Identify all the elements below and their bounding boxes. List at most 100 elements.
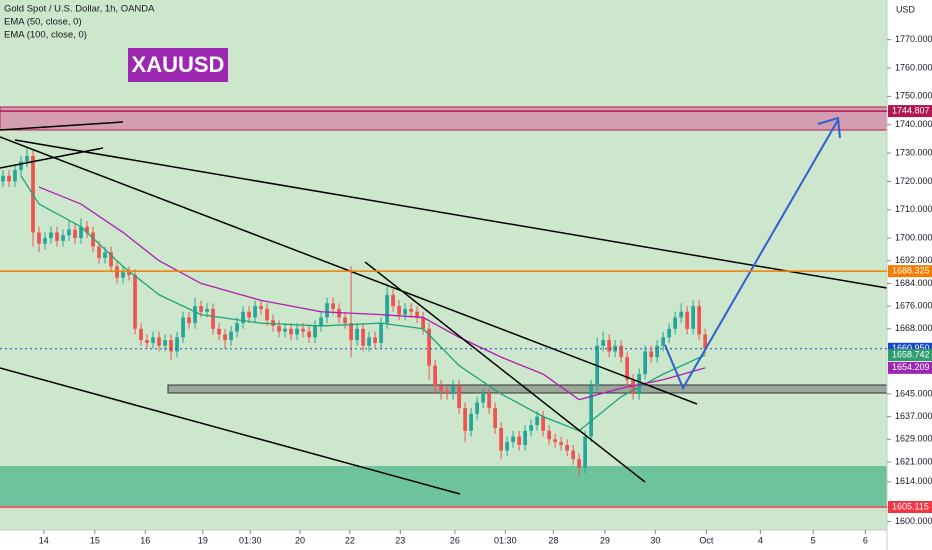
price-label-box [888,361,932,374]
candle-body [439,385,443,392]
candle-body [403,308,407,315]
candle-body [433,365,437,386]
price-label: 1688.325 [892,266,930,276]
x-tick-label: 5 [811,535,816,545]
candle-body [511,436,515,443]
candle-body [565,444,569,451]
candle-body [523,430,527,445]
candle-body [145,340,149,343]
candle-body [283,328,287,332]
candle-body [487,393,491,409]
candle-body [697,306,702,335]
y-tick-label: 1760.000 [895,62,932,72]
candle-body [193,306,197,324]
candle-body [421,317,425,329]
candle-body [157,337,161,346]
candle-body [241,311,245,324]
candle-body [619,345,624,358]
candle-body [601,340,605,346]
x-tick-label: 26 [450,535,460,545]
candle-body [661,337,666,346]
trendline [0,367,461,495]
candle-body [85,226,89,233]
plot-background [0,0,887,530]
candle-body [475,402,479,414]
candle-body [7,175,11,182]
candle-body [469,413,473,431]
x-tick-label: 20 [295,535,305,545]
candle-body [373,337,377,343]
x-tick-label: 22 [345,535,355,545]
candle-body [451,385,455,394]
candle-body [481,393,485,403]
candle-body [583,436,587,468]
candle-body [355,328,359,341]
candle-body [97,246,101,258]
symbol-title: XAUUSD [132,52,225,77]
candle-body [607,340,611,352]
candle-body [211,308,215,329]
legend-entry: Gold Spot / U.S. Dollar, 1h, OANDA [4,4,155,15]
candle-body [277,325,281,332]
candle-body [655,345,660,358]
candle-body [169,340,173,352]
candle-body [217,328,221,335]
candle-body [427,328,431,366]
candle-body [133,274,137,329]
y-tick-label: 1692.000 [895,255,932,265]
candle-body [61,235,65,241]
candle-body [499,427,503,451]
candle-body [49,232,53,239]
candle-body [703,334,708,349]
ema-line [20,175,706,432]
y-tick-label: 1645.000 [895,388,932,398]
candle-body [127,272,131,275]
candle-body [181,317,185,338]
candle-body [397,306,401,315]
price-label: 1654.209 [892,362,930,372]
price-label-box [888,105,932,118]
x-tick-label: 14 [39,535,49,545]
candle-body [139,328,143,341]
candle-body [67,229,71,236]
candle-body [547,430,551,440]
x-tick-label: 29 [600,535,610,545]
x-tick-label: 16 [140,535,150,545]
projection-arrow [664,116,841,391]
candle-body [331,303,335,309]
y-tick-label: 1750.000 [895,91,932,101]
price-label: 1658.742 [892,349,930,359]
candle-body [679,311,684,318]
candle-body [517,436,521,445]
candle-body [91,232,95,247]
candle-body [391,294,395,307]
candle-body [559,442,563,445]
candle-body [115,266,119,278]
candle-body [247,311,251,318]
candle-body [25,155,29,162]
candle-body [673,317,678,329]
y-tick-label: 1700.000 [895,232,932,242]
candle-body [361,328,365,346]
candle-body [199,306,203,312]
candle-body [223,334,227,341]
candle-body [73,229,77,239]
candle-body [187,317,191,324]
x-tick-label: 6 [863,535,868,545]
price-label-box [888,501,932,514]
candle-body [415,311,419,318]
candle-body [643,351,648,375]
price-label: 1605.115 [892,501,929,511]
candle-body [535,416,539,426]
candle-body [259,306,263,309]
candle-body [553,439,557,443]
candle-body [631,379,636,394]
y-tick-label: 1730.000 [895,147,932,157]
candle-body [445,391,449,394]
candle-body [505,442,509,451]
y-tick-label: 1770.000 [895,34,932,44]
candle-body [589,385,593,437]
candle-body [43,238,47,244]
candle-body [121,272,125,278]
x-tick-label: 30 [650,535,660,545]
